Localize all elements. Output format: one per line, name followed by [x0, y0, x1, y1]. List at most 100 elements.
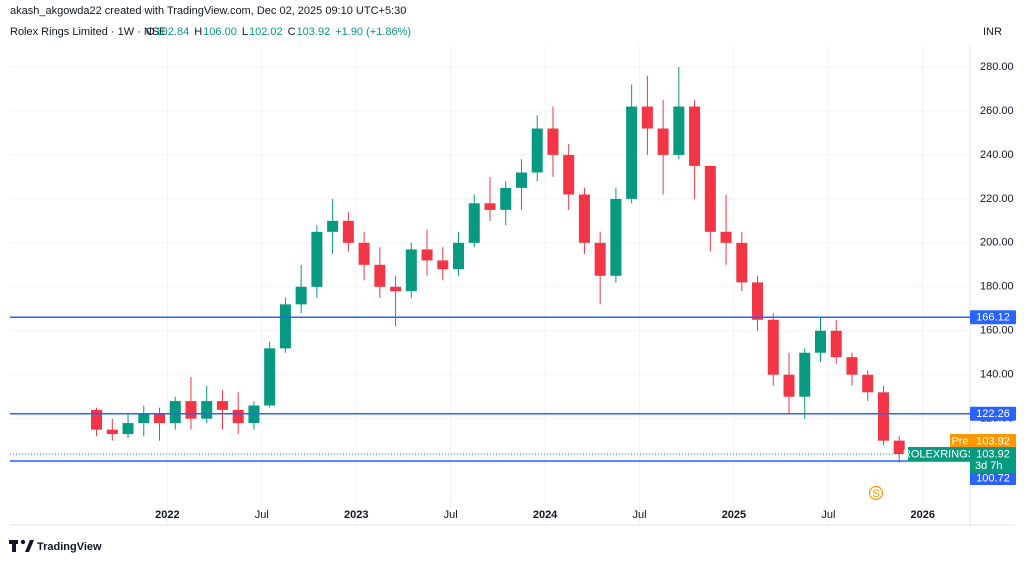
- y-tick-label: 160.00: [980, 325, 1014, 337]
- ohlc-header: O 102.84 H 106.00 L 102.02 C 103.92 +1.90 (+1.86…: [146, 26, 411, 38]
- candle-body: [893, 440, 905, 455]
- candle-body: [641, 106, 653, 129]
- candle-body: [138, 414, 150, 424]
- candle-body: [468, 203, 480, 243]
- candle-body: [106, 429, 118, 435]
- candle-body: [342, 220, 354, 243]
- candle-body: [610, 198, 622, 276]
- candle-body: [500, 187, 512, 210]
- x-tick-label: Jul: [632, 509, 646, 521]
- candle-body: [657, 128, 669, 155]
- change: +1.90 (+1.86%): [335, 26, 411, 38]
- y-tick-label: 260.00: [980, 105, 1014, 117]
- x-tick-label: 2026: [911, 509, 935, 521]
- candle-body: [531, 128, 543, 173]
- candle-body: [279, 304, 291, 349]
- countdown: 3d 7h: [975, 460, 1003, 472]
- ohlc-label: C: [288, 26, 296, 38]
- y-tick-label: 220.00: [980, 193, 1014, 205]
- event-marker[interactable]: [868, 485, 884, 501]
- candle-body: [673, 106, 685, 155]
- candle-body: [720, 231, 732, 243]
- candle-body: [295, 286, 307, 305]
- pre-price: 103.92: [976, 435, 1010, 447]
- candle-body: [185, 401, 197, 419]
- candle-body: [91, 409, 103, 430]
- x-tick-label: 2022: [155, 509, 179, 521]
- candle-body: [689, 106, 701, 166]
- y-tick-label: 140.00: [980, 369, 1014, 381]
- candle-body: [232, 409, 244, 424]
- candle-body: [736, 242, 748, 283]
- x-tick-label: Jul: [255, 509, 269, 521]
- candle-body: [122, 423, 134, 435]
- candle-body: [783, 374, 795, 397]
- ohlc-value: 106.00: [203, 26, 237, 38]
- candle-body: [264, 348, 276, 406]
- currency: INR: [983, 26, 1002, 38]
- candle-body: [390, 286, 402, 292]
- hline-tag: 166.12: [976, 312, 1010, 324]
- candle-body: [374, 264, 386, 287]
- candle-body: [799, 352, 811, 397]
- candle-body: [563, 154, 575, 195]
- hline-tag-bg: [970, 406, 1016, 421]
- ohlc-label: H: [194, 26, 202, 38]
- candle-body: [437, 260, 449, 270]
- candle-body: [515, 172, 527, 188]
- symbol-label: ROLEXRINGS: [903, 448, 975, 460]
- candle-body: [453, 242, 465, 270]
- candle-body: [327, 220, 339, 232]
- attribution: akash_akgowda22 created with TradingView…: [10, 5, 406, 17]
- candle-body: [830, 330, 842, 358]
- y-tick-label: 280.00: [980, 61, 1014, 73]
- pre-price-bg: [970, 434, 1016, 449]
- candle-body: [877, 392, 889, 441]
- y-tick-label: 180.00: [980, 281, 1014, 293]
- symbol-label-bg: [908, 447, 970, 462]
- hline-tag: 122.26: [976, 408, 1010, 420]
- pre-label-bg: [950, 434, 970, 449]
- hline-tag-bg: [970, 471, 1016, 486]
- x-tick-label: 2025: [722, 509, 746, 521]
- y-tick-label: 240.00: [980, 149, 1014, 161]
- candle-body: [578, 194, 590, 243]
- ohlc-label: L: [242, 26, 248, 38]
- logo: TradingView: [37, 541, 102, 553]
- candle-body: [358, 242, 370, 265]
- candle-body: [626, 106, 638, 199]
- candle-body: [814, 330, 826, 353]
- candle-body: [154, 414, 166, 424]
- ohlc-value: 103.92: [297, 26, 331, 38]
- candle-body: [862, 374, 874, 393]
- candle-body: [547, 128, 559, 155]
- ohlc-label: O: [146, 26, 155, 38]
- hline-tag: 100.72: [976, 472, 1010, 484]
- event-marker-icon: S: [872, 488, 879, 500]
- ohlc-value: 102.84: [156, 26, 190, 38]
- x-tick-label: Jul: [821, 509, 835, 521]
- candle-body: [752, 282, 764, 320]
- candle-body: [201, 401, 213, 419]
- chart-title: Rolex Rings Limited · 1W · NSE: [10, 26, 167, 38]
- candle-body: [846, 357, 858, 375]
- candle-body: [594, 242, 606, 276]
- candle-body: [767, 319, 779, 375]
- candle-body: [405, 249, 417, 292]
- pre-label: Pre: [951, 435, 968, 447]
- candle-body: [484, 203, 496, 210]
- x-tick-label: 2024: [533, 509, 558, 521]
- logo-mark: [9, 539, 34, 552]
- candle-body: [311, 231, 323, 287]
- candle-body: [216, 401, 228, 410]
- x-tick-label: 2023: [344, 509, 368, 521]
- y-tick-label: 200.00: [980, 237, 1014, 249]
- last-price-bg: [970, 447, 1016, 474]
- hline-tag-bg: [970, 310, 1016, 325]
- candle-body: [421, 249, 433, 261]
- ohlc-value: 102.02: [249, 26, 283, 38]
- x-tick-label: Jul: [444, 509, 458, 521]
- candle-body: [704, 165, 716, 232]
